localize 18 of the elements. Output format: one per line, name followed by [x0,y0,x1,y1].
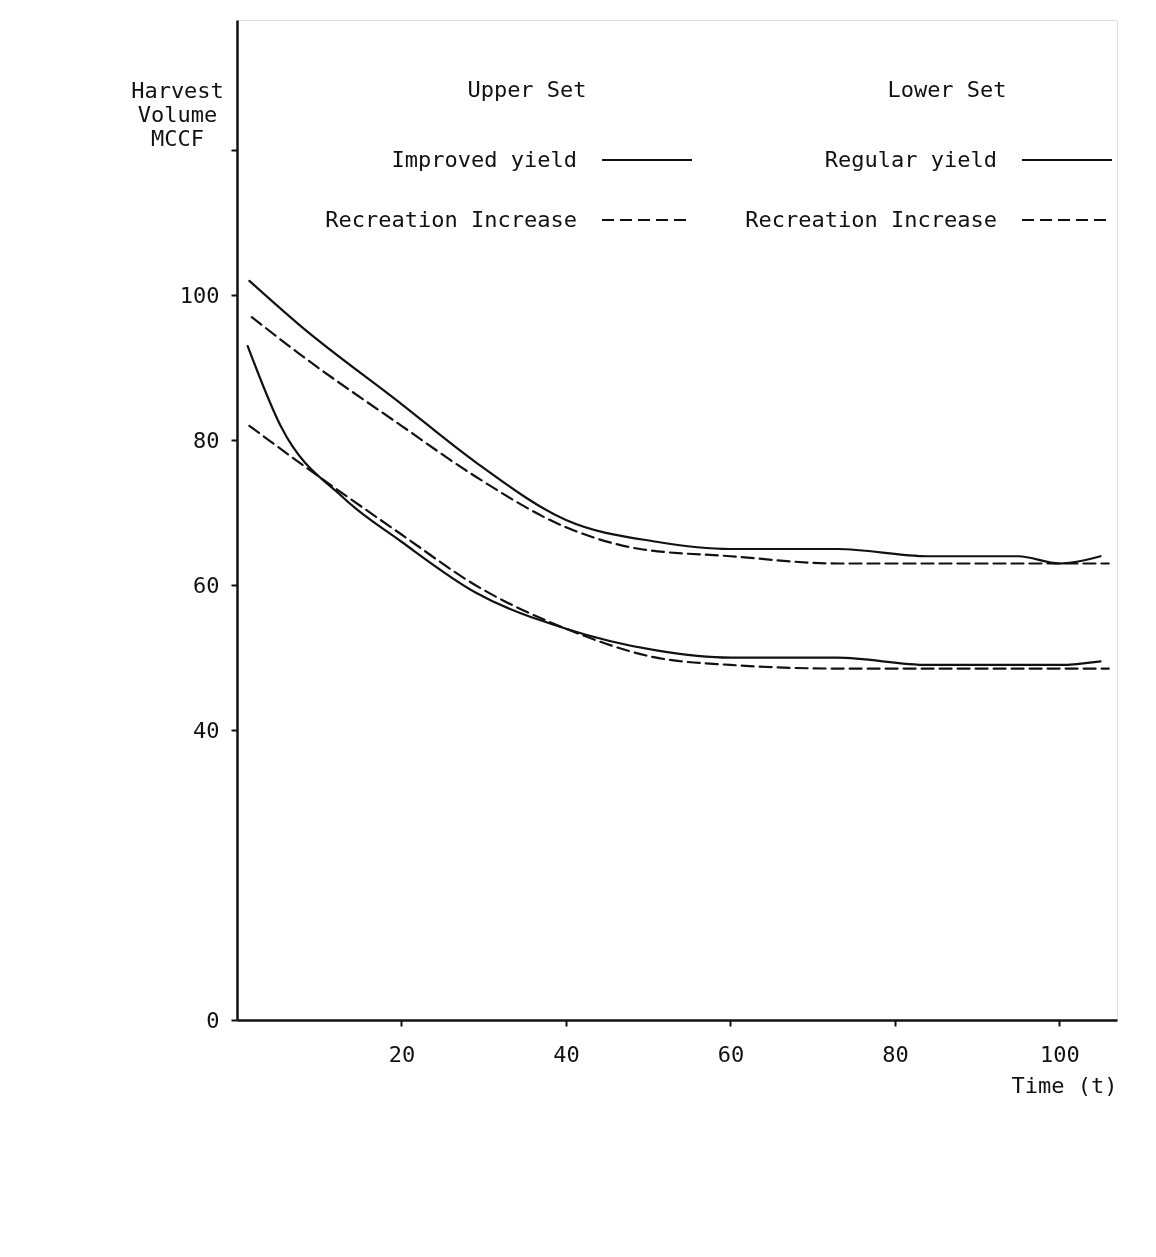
annotation: Upper Set [467,77,587,102]
legend-label: Recreation Increase [745,207,997,232]
x-tick-label: 40 [553,1041,580,1067]
x-tick-label: 80 [882,1041,909,1067]
x-tick-label: 60 [717,1041,745,1067]
x-tick-label: 20 [388,1041,416,1067]
legend-label: Regular yield [824,147,997,172]
y-tick-label: 80 [193,427,220,453]
y-axis-title: Harvest Volume MCCF [131,77,224,151]
x-axis-title: Time (t) [1011,1072,1118,1098]
y-tick-label: 60 [193,572,220,598]
y-tick-label: 0 [206,1007,220,1033]
legend-label: Improved yield [391,147,577,172]
y-tick-label: 40 [193,717,220,743]
y-tick-label: 100 [179,282,220,308]
legend-label: Recreation Increase [325,207,577,232]
annotation: Lower Set [887,77,1007,102]
x-tick-label: 100 [1040,1041,1080,1067]
